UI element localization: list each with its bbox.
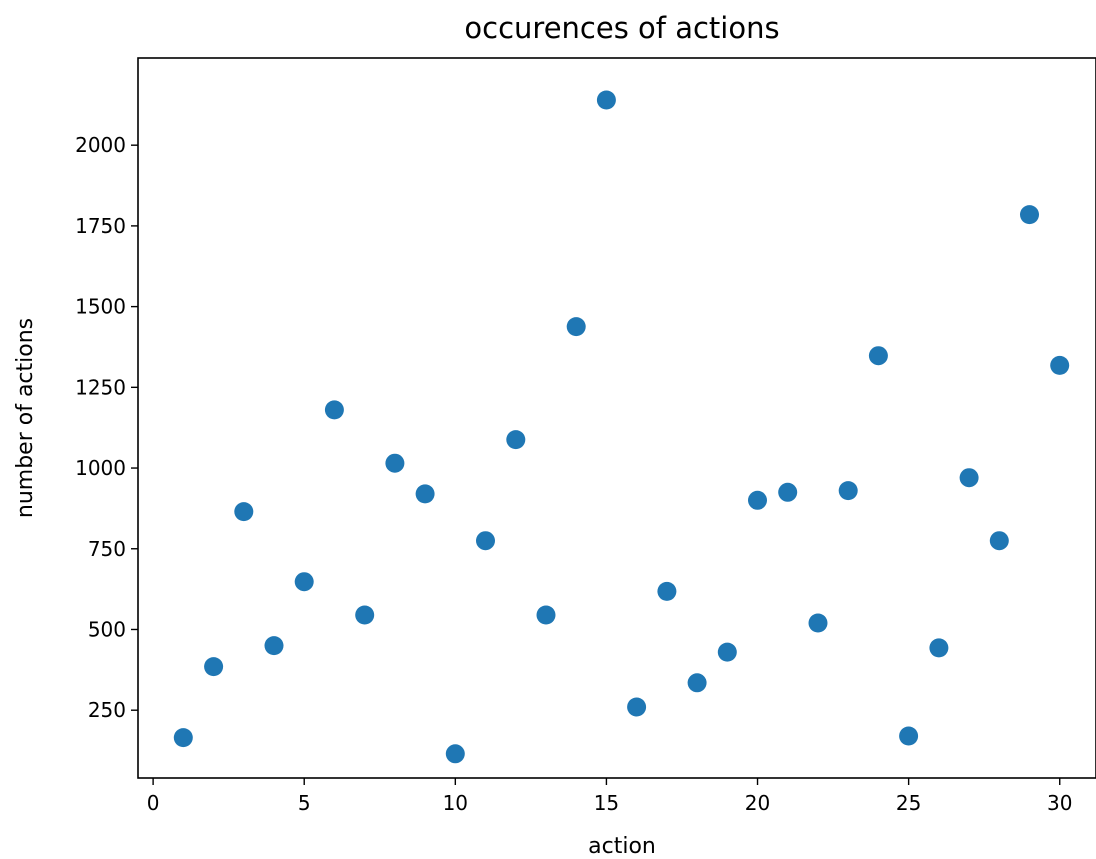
x-tick-label: 25 [896,791,921,815]
data-point-23 [838,481,858,501]
data-point-2 [204,657,224,677]
data-point-13 [536,605,556,625]
x-tick-label: 20 [745,791,770,815]
data-point-9 [415,484,435,504]
x-tick-label: 10 [443,791,468,815]
y-tick-label: 750 [88,537,126,561]
data-point-6 [324,400,344,420]
x-tick-label: 5 [298,791,311,815]
x-axis-label: action [588,834,656,859]
data-point-7 [355,605,375,625]
x-tick-label: 0 [147,791,160,815]
data-point-18 [687,673,707,693]
x-axis: 0 5 10 15 20 25 30 [147,778,1072,815]
data-point-30 [1050,355,1070,375]
data-point-8 [385,453,405,473]
axes-frame [137,57,1096,779]
data-point-15 [596,90,616,110]
y-tick-label: 1250 [75,375,126,399]
y-tick-label: 250 [88,698,126,722]
y-tick-label: 500 [88,617,126,641]
data-point-12 [506,430,526,450]
chart-title: occurences of actions [464,11,779,45]
x-tick-label: 15 [594,791,619,815]
data-point-19 [717,642,737,662]
data-point-20 [748,490,767,510]
data-point-21 [778,482,798,502]
data-point-29 [1020,205,1039,225]
plot-area [173,90,1070,764]
x-tick-label: 30 [1047,791,1072,815]
y-tick-label: 2000 [75,133,126,157]
data-point-4 [264,636,284,656]
y-tick-label: 1500 [75,295,126,319]
data-point-24 [868,346,888,366]
data-point-17 [657,581,677,601]
data-point-11 [476,531,495,551]
data-point-28 [989,531,1009,551]
data-point-10 [445,744,465,764]
y-tick-label: 1750 [75,214,126,238]
y-tick-label: 1000 [75,456,126,480]
data-point-14 [566,317,586,337]
data-point-27 [959,468,979,488]
data-point-3 [234,502,254,522]
data-point-5 [294,572,314,592]
data-point-1 [173,728,193,748]
y-axis-label: number of actions [13,318,38,518]
data-point-16 [627,697,647,717]
y-axis: 250 500 750 1000 1250 1500 1750 2000 [75,133,138,722]
data-point-22 [808,613,828,633]
data-point-25 [899,726,919,746]
data-point-26 [929,638,949,658]
